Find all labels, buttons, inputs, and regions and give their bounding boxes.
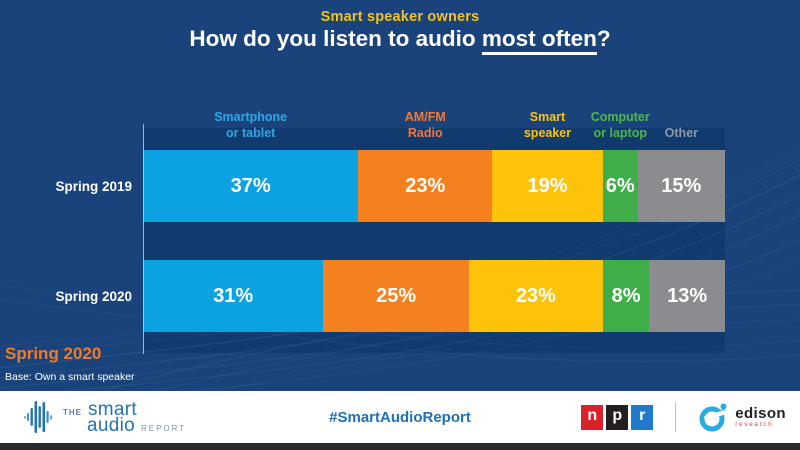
brand-wordmark: THE smart audio REPORT [63, 400, 186, 435]
segment-value-label: 8% [611, 284, 641, 307]
npr-logo: n p r [581, 404, 654, 430]
bar-segment-smartphone-or-tablet: 37% [143, 150, 359, 222]
segment-value-label: 31% [213, 284, 254, 307]
y-axis-line [143, 124, 144, 354]
title-underlined-phrase: most often [481, 26, 597, 55]
bar-segment-smart-speaker: 19% [492, 150, 603, 222]
footer-logos: n p r edison research [581, 400, 786, 434]
edison-icon [699, 403, 727, 432]
hashtag: #SmartAudioReport [329, 408, 471, 426]
footnote-season: Spring 2020 [5, 344, 102, 363]
npr-letter-p: p [606, 404, 629, 430]
segment-value-label: 37% [230, 174, 271, 197]
bar-row-spring-2020: 31% 25% 23% 8% 13% [143, 260, 725, 332]
brand-the: THE [63, 407, 82, 417]
segment-value-label: 19% [527, 174, 568, 197]
chart-title: How do you listen to audio most often? [0, 26, 800, 55]
row-label-spring-2020: Spring 2020 [55, 288, 132, 304]
segment-value-label: 25% [376, 284, 417, 307]
segment-value-label: 6% [605, 174, 635, 197]
category-label-smartphone-or-tablet: Smartphone or tablet [214, 109, 288, 140]
footnote-base: Base: Own a smart speaker [5, 371, 135, 383]
category-label-computer-or-laptop: Computer or laptop [590, 109, 650, 140]
npr-letter-r: r [631, 404, 654, 430]
segment-value-label: 23% [515, 284, 556, 307]
bar-segment-smart-speaker: 23% [468, 260, 603, 332]
title-suffix: ? [596, 26, 611, 51]
segment-value-label: 13% [667, 284, 708, 307]
bar-segment-computer-or-laptop: 6% [602, 150, 638, 222]
edison-wordmark: edison research [735, 406, 786, 429]
bar-segment-smartphone-or-tablet: 31% [143, 260, 324, 332]
edison-research-logo: edison research [698, 400, 786, 434]
brand-report: REPORT [141, 423, 187, 433]
category-label-other: Other [664, 125, 699, 140]
brand-audio: audio [87, 414, 135, 436]
chart-subtitle: Smart speaker owners [320, 9, 480, 25]
footer-divider [675, 402, 677, 432]
row-label-spring-2019: Spring 2019 [55, 178, 132, 194]
bar-segment-other: 15% [637, 150, 725, 222]
smart-audio-report-logo: THE smart audio REPORT [24, 397, 186, 437]
edison-sub: research [735, 420, 774, 428]
bar-segment-am-fm-radio: 25% [323, 260, 469, 332]
category-label-smart-speaker: Smart speaker [523, 109, 572, 140]
npr-letter-n: n [581, 404, 604, 430]
brand-smart: smart [88, 398, 137, 420]
waveform-icon [24, 401, 52, 433]
category-label-am-fm-radio: AM/FM Radio [404, 109, 446, 140]
segment-value-label: 23% [405, 174, 446, 197]
category-headers: Smartphone or tablet AM/FM Radio Smart spe… [143, 90, 725, 147]
title-prefix: How do you listen to audio [189, 26, 482, 51]
bar-segment-am-fm-radio: 23% [358, 150, 493, 222]
bar-row-spring-2019: 37% 23% 19% 6% 15% [143, 150, 725, 222]
bar-segment-other: 13% [649, 260, 725, 332]
edison-name: edison [735, 404, 786, 422]
footer-bar: THE smart audio REPORT #SmartAudioReport… [0, 391, 800, 450]
bar-segment-computer-or-laptop: 8% [602, 260, 650, 332]
segment-value-label: 15% [661, 174, 702, 197]
